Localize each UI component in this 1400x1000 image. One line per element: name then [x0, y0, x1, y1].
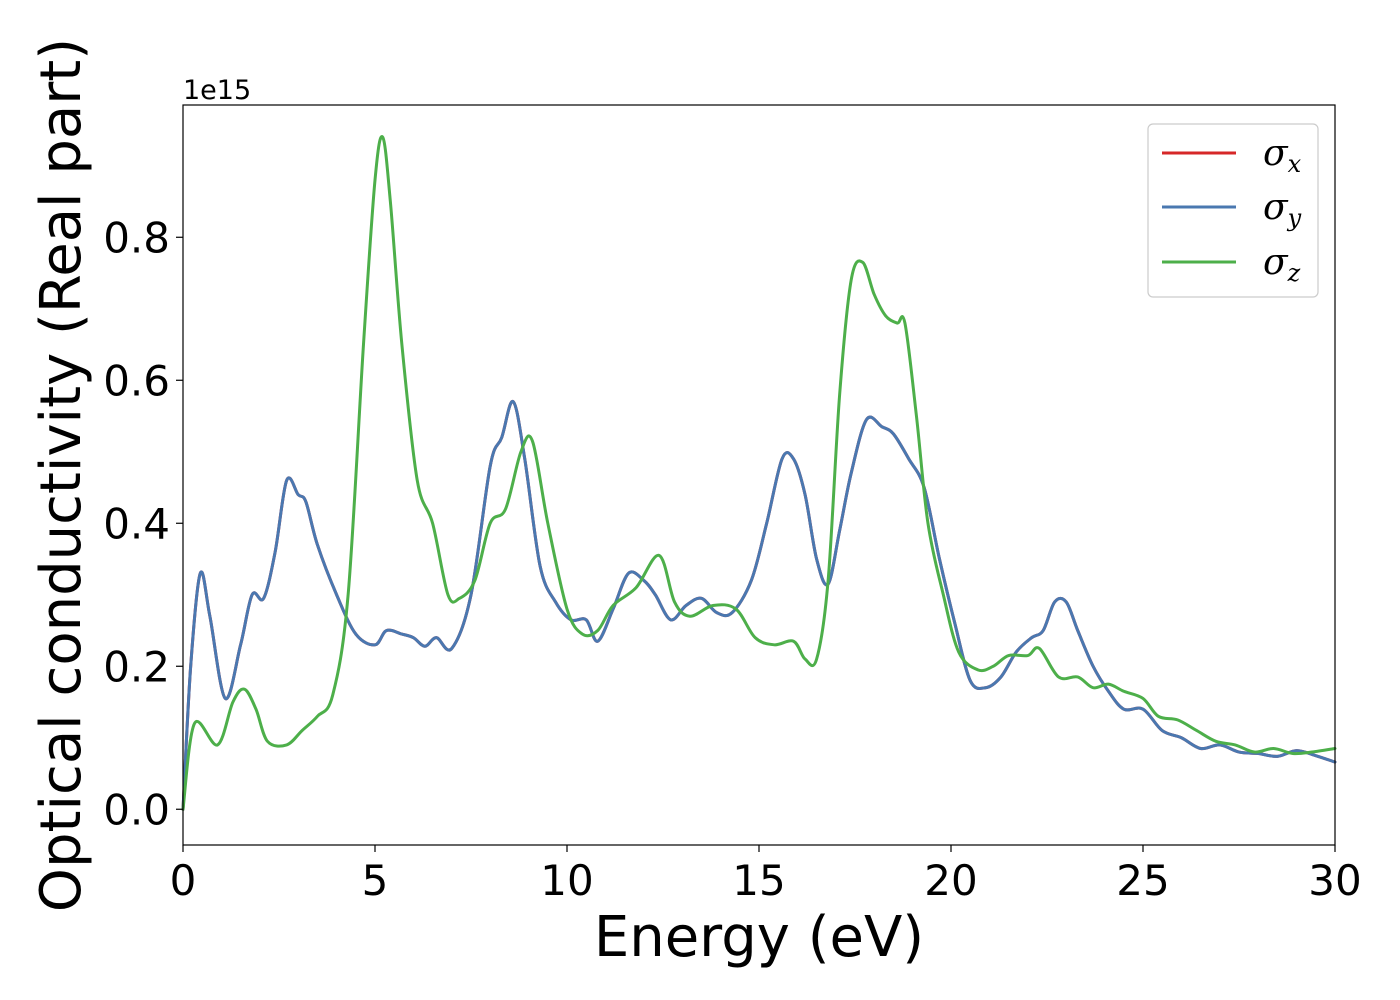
- y-tick-label: 0.0: [103, 785, 170, 834]
- x-axis: 0 5 10 15 20 25 30: [170, 845, 1362, 905]
- legend-label-y: σy: [1263, 187, 1302, 232]
- y-axis-title: Optical conductivity (Real part): [29, 38, 94, 912]
- legend-label-x: σx: [1263, 133, 1302, 178]
- series-line-z: [181, 135, 1337, 811]
- series-layer: [181, 135, 1337, 811]
- y-axis: 0.0 0.2 0.4 0.6 0.8: [103, 213, 183, 834]
- y-tick-label: 0.2: [103, 642, 170, 691]
- y-tick-label: 0.8: [103, 213, 170, 262]
- series-line-y: [181, 400, 1337, 811]
- legend: σx σy σz: [1147, 123, 1319, 298]
- x-tick-label: 10: [540, 856, 593, 905]
- y-offset-label: 1e15: [183, 75, 251, 106]
- x-tick-label: 15: [732, 856, 785, 905]
- x-tick-label: 5: [362, 856, 389, 905]
- x-tick-label: 20: [924, 856, 977, 905]
- legend-label-z: σz: [1263, 242, 1301, 287]
- legend-box: [1147, 123, 1319, 298]
- x-tick-label: 0: [170, 856, 197, 905]
- x-tick-label: 30: [1308, 856, 1361, 905]
- x-tick-label: 25: [1116, 856, 1169, 905]
- y-tick-label: 0.6: [103, 356, 170, 405]
- y-tick-label: 0.4: [103, 499, 170, 548]
- x-axis-title: Energy (eV): [594, 905, 924, 970]
